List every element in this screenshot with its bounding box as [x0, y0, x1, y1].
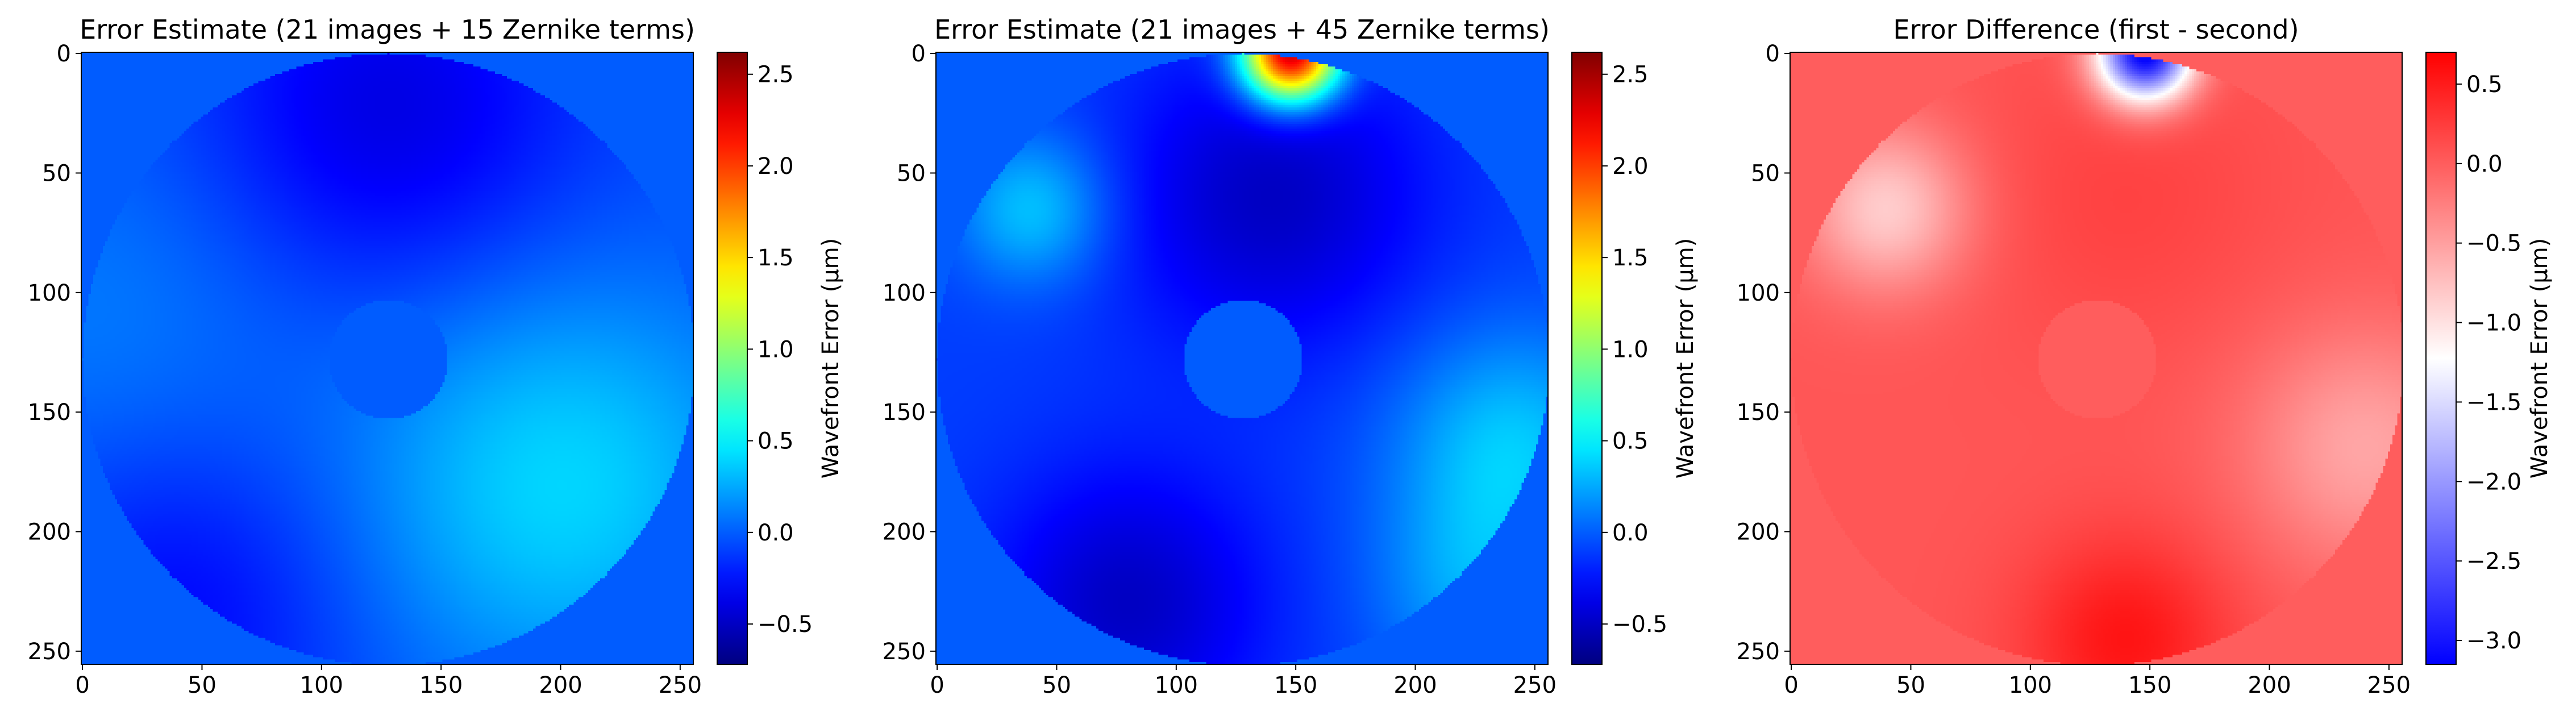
colorbar-tick-label: 1.0	[758, 336, 794, 363]
colorbar-tick-label: 2.0	[1612, 153, 1649, 180]
colorbar-tick-label: 0.0	[1612, 520, 1649, 546]
x-tick-label: 250	[2367, 672, 2411, 698]
x-tick-label: 150	[2128, 672, 2171, 698]
colorbar-tick-label: 2.5	[758, 62, 794, 88]
chart-panel-1: Error Estimate (21 images + 15 Zernike t…	[28, 14, 844, 698]
colorbar-frame	[2425, 52, 2457, 665]
y-tick-label: 250	[883, 639, 926, 665]
x-tick-label: 100	[2009, 672, 2052, 698]
colorbar-tick-label: −2.0	[2466, 469, 2521, 495]
x-tick-label: 150	[1274, 672, 1317, 698]
colorbar-tick-label: 1.0	[1612, 336, 1649, 363]
x-tick-label: 150	[419, 672, 463, 698]
y-tick-label: 250	[1737, 639, 1780, 665]
colorbar-label: Wavefront Error (µm)	[2527, 238, 2553, 479]
heatmap-image	[936, 52, 1548, 664]
x-tick-label: 0	[930, 672, 944, 698]
x-tick-label: 200	[1393, 672, 1437, 698]
y-tick-label: 150	[883, 400, 926, 426]
colorbar-tick-label: −0.5	[1612, 611, 1667, 638]
heatmap-image	[1790, 52, 2402, 664]
colorbar-tick-label: 0.5	[1612, 428, 1649, 455]
heatmap-image	[81, 52, 693, 664]
colorbar-tick-label: −1.5	[2466, 389, 2521, 415]
colorbar-tick-label: −0.5	[758, 611, 813, 638]
colorbar-tick-label: −1.0	[2466, 310, 2521, 336]
colorbar-frame	[1571, 52, 1603, 665]
chart-title: Error Difference (first - second)	[1893, 14, 2299, 45]
x-tick-label: 100	[1155, 672, 1198, 698]
colorbar-tick-label: 0.5	[2466, 72, 2503, 98]
y-tick-label: 150	[28, 400, 71, 426]
y-tick-label: 100	[28, 280, 71, 306]
y-tick-label: 0	[1766, 41, 1780, 67]
colorbar-tick-label: 0.0	[2466, 151, 2503, 177]
colorbar-tick-label: 2.5	[1612, 62, 1649, 88]
y-tick-label: 50	[897, 160, 926, 186]
y-tick-label: 100	[883, 280, 926, 306]
y-tick-label: 250	[28, 639, 71, 665]
x-tick-label: 100	[300, 672, 343, 698]
chart-panel-3: Error Difference (first - second) 0 50 100 1…	[1737, 14, 2553, 698]
x-tick-label: 50	[1896, 672, 1925, 698]
x-tick-label: 50	[188, 672, 217, 698]
y-tick-label: 0	[912, 41, 926, 67]
x-tick-label: 0	[1784, 672, 1798, 698]
x-tick-label: 200	[539, 672, 582, 698]
x-tick-label: 250	[1513, 672, 1557, 698]
y-tick-label: 150	[1737, 400, 1780, 426]
colorbar-tick-label: 2.0	[758, 153, 794, 180]
y-tick-label: 200	[1737, 519, 1780, 546]
plot-frame	[81, 52, 694, 665]
colorbar-tick-label: 1.5	[1612, 245, 1649, 271]
y-tick-label: 200	[883, 519, 926, 546]
plot-frame	[935, 52, 1549, 665]
y-tick-label: 200	[28, 519, 71, 546]
colorbar-label: Wavefront Error (µm)	[818, 238, 844, 479]
colorbar-label: Wavefront Error (µm)	[1672, 238, 1699, 479]
colorbar-tick-label: −0.5	[2466, 231, 2521, 257]
x-tick-label: 50	[1042, 672, 1071, 698]
colorbar-tick-label: 0.5	[758, 428, 794, 455]
colorbar	[717, 52, 747, 664]
x-tick-label: 200	[2248, 672, 2291, 698]
colorbar-tick-label: −2.5	[2466, 548, 2521, 575]
x-tick-label: 250	[659, 672, 702, 698]
colorbar	[1572, 52, 1602, 664]
y-tick-label: 50	[1751, 160, 1780, 186]
colorbar-frame	[717, 52, 748, 665]
plot-frame	[1790, 52, 2403, 665]
chart-panel-2: Error Estimate (21 images + 45 Zernike t…	[883, 14, 1699, 698]
colorbar-tick-label: 1.5	[758, 245, 794, 271]
y-tick-label: 0	[57, 41, 71, 67]
x-tick-label: 0	[75, 672, 89, 698]
chart-title: Error Estimate (21 images + 45 Zernike t…	[934, 14, 1550, 45]
colorbar-tick-label: −3.0	[2466, 628, 2521, 654]
colorbar-tick-label: 0.0	[758, 520, 794, 546]
colorbar	[2426, 52, 2456, 664]
chart-title: Error Estimate (21 images + 15 Zernike t…	[80, 14, 695, 45]
y-tick-label: 50	[42, 160, 71, 186]
y-tick-label: 100	[1737, 280, 1780, 306]
